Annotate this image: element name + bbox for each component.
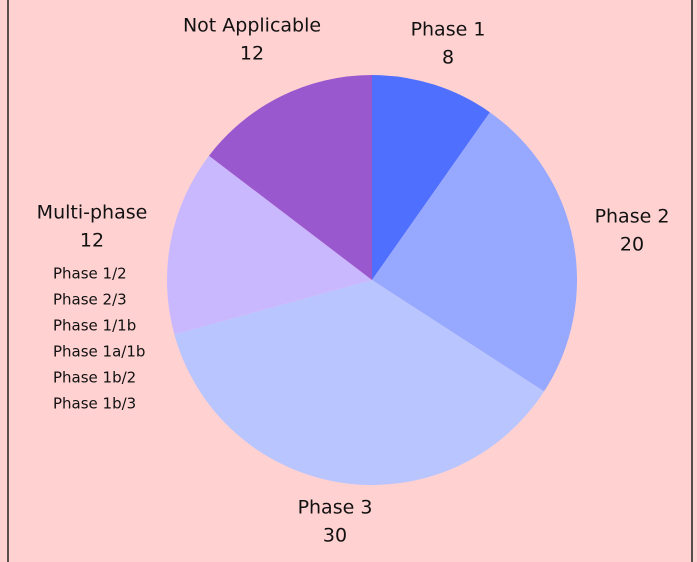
pie-slice xyxy=(372,75,490,280)
slice-value: 12 xyxy=(240,43,264,65)
pie-slice xyxy=(174,280,545,485)
annotation: Phase 1a/1b xyxy=(53,343,145,361)
slice-value: 20 xyxy=(620,234,644,256)
pie-slice xyxy=(372,112,577,392)
slice-label: Phase 3 xyxy=(298,497,373,519)
slice-label: Not Applicable xyxy=(183,15,321,37)
annotation: Phase 1/2 xyxy=(53,265,127,283)
slice-label: Phase 1 xyxy=(411,19,486,41)
slice-value: 8 xyxy=(442,47,454,69)
slice-value: 12 xyxy=(80,230,104,252)
pie-slice xyxy=(208,75,372,280)
annotation: Phase 2/3 xyxy=(53,291,127,309)
annotation: Phase 1/1b xyxy=(53,317,136,335)
slice-label: Multi-phase xyxy=(37,202,148,224)
slice-label: Phase 2 xyxy=(595,206,670,228)
pie-slice xyxy=(167,155,372,335)
annotation: Phase 1b/2 xyxy=(53,369,136,387)
annotation: Phase 1b/3 xyxy=(53,395,136,413)
slice-value: 30 xyxy=(323,525,347,547)
